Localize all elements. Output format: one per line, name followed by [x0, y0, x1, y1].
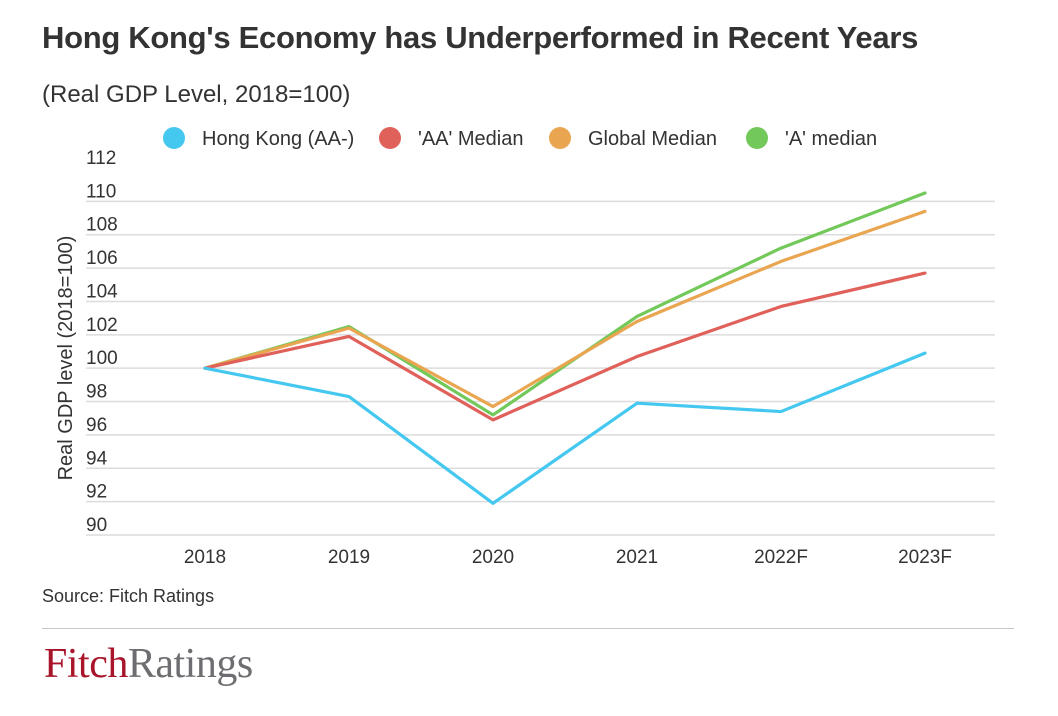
- y-tick-label: 104: [86, 281, 118, 302]
- y-tick-label: 98: [86, 382, 107, 403]
- y-tick-label: 106: [86, 248, 118, 269]
- legend-label: Hong Kong (AA-): [202, 128, 354, 150]
- y-tick-label: 110: [86, 181, 116, 202]
- x-tick-label: 2023F: [898, 547, 952, 568]
- series-line: [203, 191, 927, 417]
- y-axis-ticks: 90 92 94 96 98 100 102 104 106 108 110 112: [86, 148, 118, 536]
- chart-subtitle: (Real GDP Level, 2018=100): [42, 81, 351, 108]
- x-tick-label: 2020: [472, 547, 514, 568]
- fitch-ratings-logo: FitchRatings: [44, 640, 253, 688]
- y-tick-label: 96: [86, 415, 107, 436]
- legend: Hong Kong (AA-) 'AA' Median Global Median '…: [163, 127, 877, 150]
- y-tick-label: 100: [86, 348, 118, 369]
- x-tick-label: 2022F: [754, 547, 808, 568]
- series-line: [203, 271, 927, 422]
- series-lines: [203, 191, 927, 505]
- divider: [42, 628, 1014, 629]
- y-tick-label: 102: [86, 315, 118, 336]
- y-tick-label: 94: [86, 448, 108, 469]
- legend-label: Global Median: [588, 128, 717, 150]
- x-tick-label: 2021: [616, 547, 658, 568]
- source-note: Source: Fitch Ratings: [42, 586, 215, 606]
- legend-label: 'AA' Median: [418, 128, 523, 150]
- y-tick-label: 108: [86, 215, 118, 236]
- chart-title: Hong Kong's Economy has Underperformed i…: [42, 20, 919, 55]
- x-tick-label: 2019: [328, 547, 370, 568]
- logo-fitch: Fitch: [44, 641, 128, 687]
- legend-swatch: [379, 127, 401, 149]
- logo-ratings: Ratings: [127, 641, 253, 687]
- x-tick-label: 2018: [184, 547, 226, 568]
- series-line: [203, 209, 927, 409]
- grid: [86, 200, 995, 536]
- x-axis-ticks: 2018 2019 2020 2021 2022F 2023F: [184, 547, 952, 568]
- y-tick-label: 90: [86, 515, 107, 536]
- y-tick-label: 92: [86, 482, 107, 503]
- legend-swatch: [163, 127, 185, 149]
- y-axis-label: Real GDP level (2018=100): [55, 236, 77, 481]
- series-line: [203, 351, 927, 505]
- y-tick-label: 112: [86, 148, 116, 169]
- legend-label: 'A' median: [785, 128, 877, 150]
- legend-swatch: [549, 127, 571, 149]
- line-chart: Hong Kong (AA-) 'AA' Median Global Median '…: [55, 127, 995, 568]
- legend-swatch: [746, 127, 768, 149]
